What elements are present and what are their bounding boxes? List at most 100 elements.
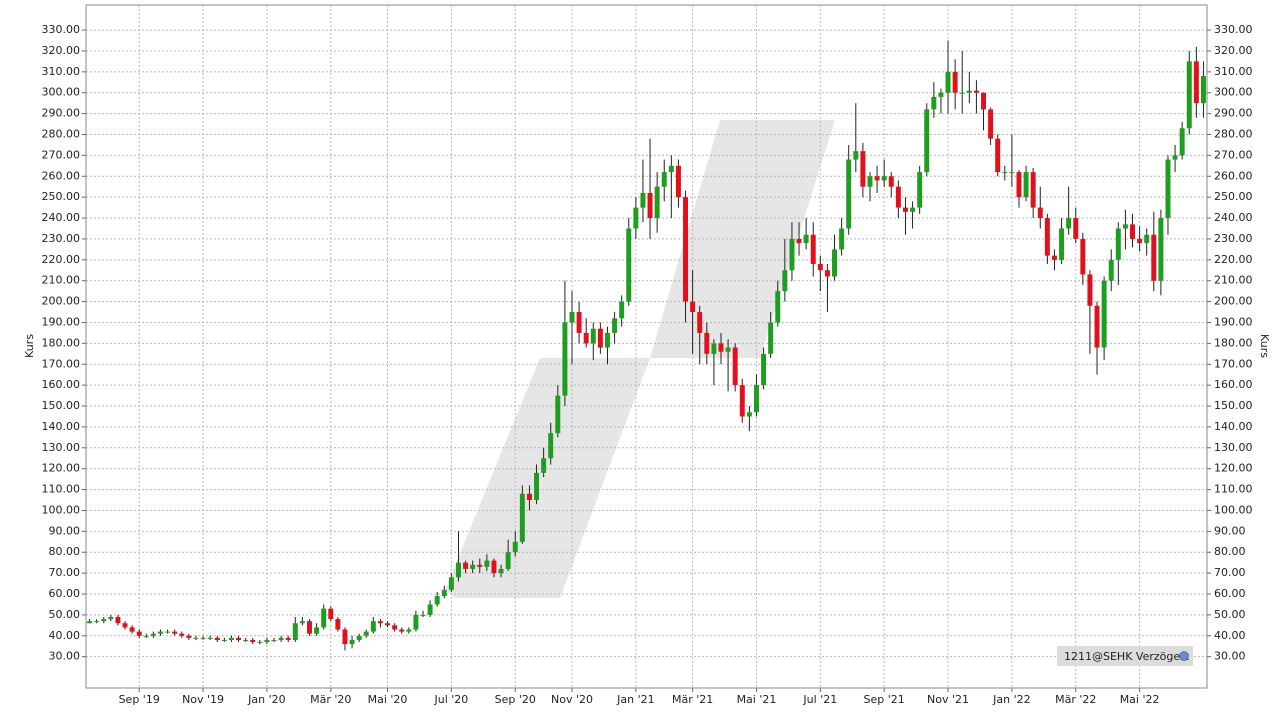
candle-body [888,176,894,187]
y-tick-label: 260.00 [42,169,81,182]
candle-body [952,71,958,93]
y-tick-label: 100.00 [42,503,81,516]
y2-tick-label: 310.00 [1214,65,1253,78]
candle-body [874,176,880,181]
candle-body [441,589,447,597]
candle-body [519,493,525,542]
candle-body [1172,155,1178,160]
y2-tick-label: 60.00 [1214,587,1246,600]
y-tick-label: 50.00 [49,608,81,621]
candle-body [562,322,568,396]
candle-body [626,228,632,302]
candle-body [342,629,348,645]
candle-body [995,138,1001,173]
candle-body [541,458,547,473]
candle-body [1073,218,1079,239]
y-tick-label: 270.00 [42,148,81,161]
candle-body [895,186,901,208]
candle-body [136,631,142,636]
y-tick-label: 160.00 [42,378,81,391]
candle-body [1009,172,1015,174]
candle-body [463,562,469,569]
x-tick-label: Nov '20 [551,693,593,706]
x-tick-label: Mai '22 [1120,693,1160,706]
candle-body [931,96,937,110]
candle-body [115,616,121,624]
candle-body [356,635,362,640]
candle-body [1059,228,1065,260]
candle-body [1087,274,1093,306]
candle-body [683,197,689,302]
candle-body [385,623,391,626]
candle-body [590,328,596,344]
candle-body [853,151,859,160]
candle-body [1130,224,1135,239]
candle-body [633,207,639,229]
candle-body [94,621,100,623]
candle-body [172,631,178,634]
watermark-shape [445,358,650,598]
candle-body [803,234,809,244]
plot-layer: 30.00 30.00 40.00 40.00 50.00 50.00 60.00 60.00… [42,5,1253,706]
y-tick-label: 70.00 [49,566,81,579]
candle-body [1186,61,1192,129]
y-tick-label: 280.00 [42,127,81,140]
candle-body [604,332,610,348]
y-axis-label: Kurs [23,334,36,358]
y2-tick-label: 240.00 [1214,211,1253,224]
candle-body [1193,61,1199,104]
candle-body [278,637,284,640]
candle-body [434,596,440,605]
candle-body [1151,234,1157,281]
x-tick-label: Mai '20 [368,693,408,706]
y2-tick-label: 110.00 [1214,483,1253,496]
candle-body [697,312,703,333]
candle-body [668,165,674,173]
candle-body [619,301,625,319]
candle-body [945,71,951,93]
candle-body [867,176,873,187]
candle-body [1115,228,1121,260]
y-tick-label: 240.00 [42,211,81,224]
candle-body [690,301,696,313]
x-tick-label: Sep '20 [495,693,536,706]
y-tick-label: 320.00 [42,44,81,57]
globe-icon [1179,651,1189,661]
candle-body [1002,172,1008,174]
y-tick-label: 250.00 [42,190,81,203]
candle-body [597,328,603,348]
x-tick-label: Mär '20 [310,693,351,706]
candle-body [1200,76,1206,104]
candle-body [328,608,334,620]
candle-body [1094,305,1100,348]
candle-body [1144,234,1150,244]
x-tick-label: Mär '21 [672,693,713,706]
y-tick-label: 140.00 [42,420,81,433]
candle-body [250,639,256,643]
candle-body [704,332,710,354]
candle-body [775,291,781,323]
y2-tick-label: 280.00 [1214,127,1253,140]
candle-body [363,631,369,636]
candle-body [207,637,213,639]
y-tick-label: 150.00 [42,399,81,412]
y2-tick-label: 40.00 [1214,629,1246,642]
candle-body [228,637,234,640]
candle-body [349,639,355,645]
candle-body [761,353,767,386]
candle-body [534,472,540,501]
y-tick-label: 110.00 [42,483,81,496]
candle-body [1037,207,1043,219]
x-tick-label: Mai '21 [737,693,777,706]
candle-body [739,385,745,417]
candle-body [810,234,816,264]
candle-body [377,621,383,624]
y2-tick-label: 140.00 [1214,420,1253,433]
y-tick-label: 130.00 [42,441,81,454]
y-tick-label: 300.00 [42,86,81,99]
candle-body [881,176,887,181]
candle-body [768,322,774,354]
candle-body [661,172,667,187]
candle-body [1122,224,1128,229]
